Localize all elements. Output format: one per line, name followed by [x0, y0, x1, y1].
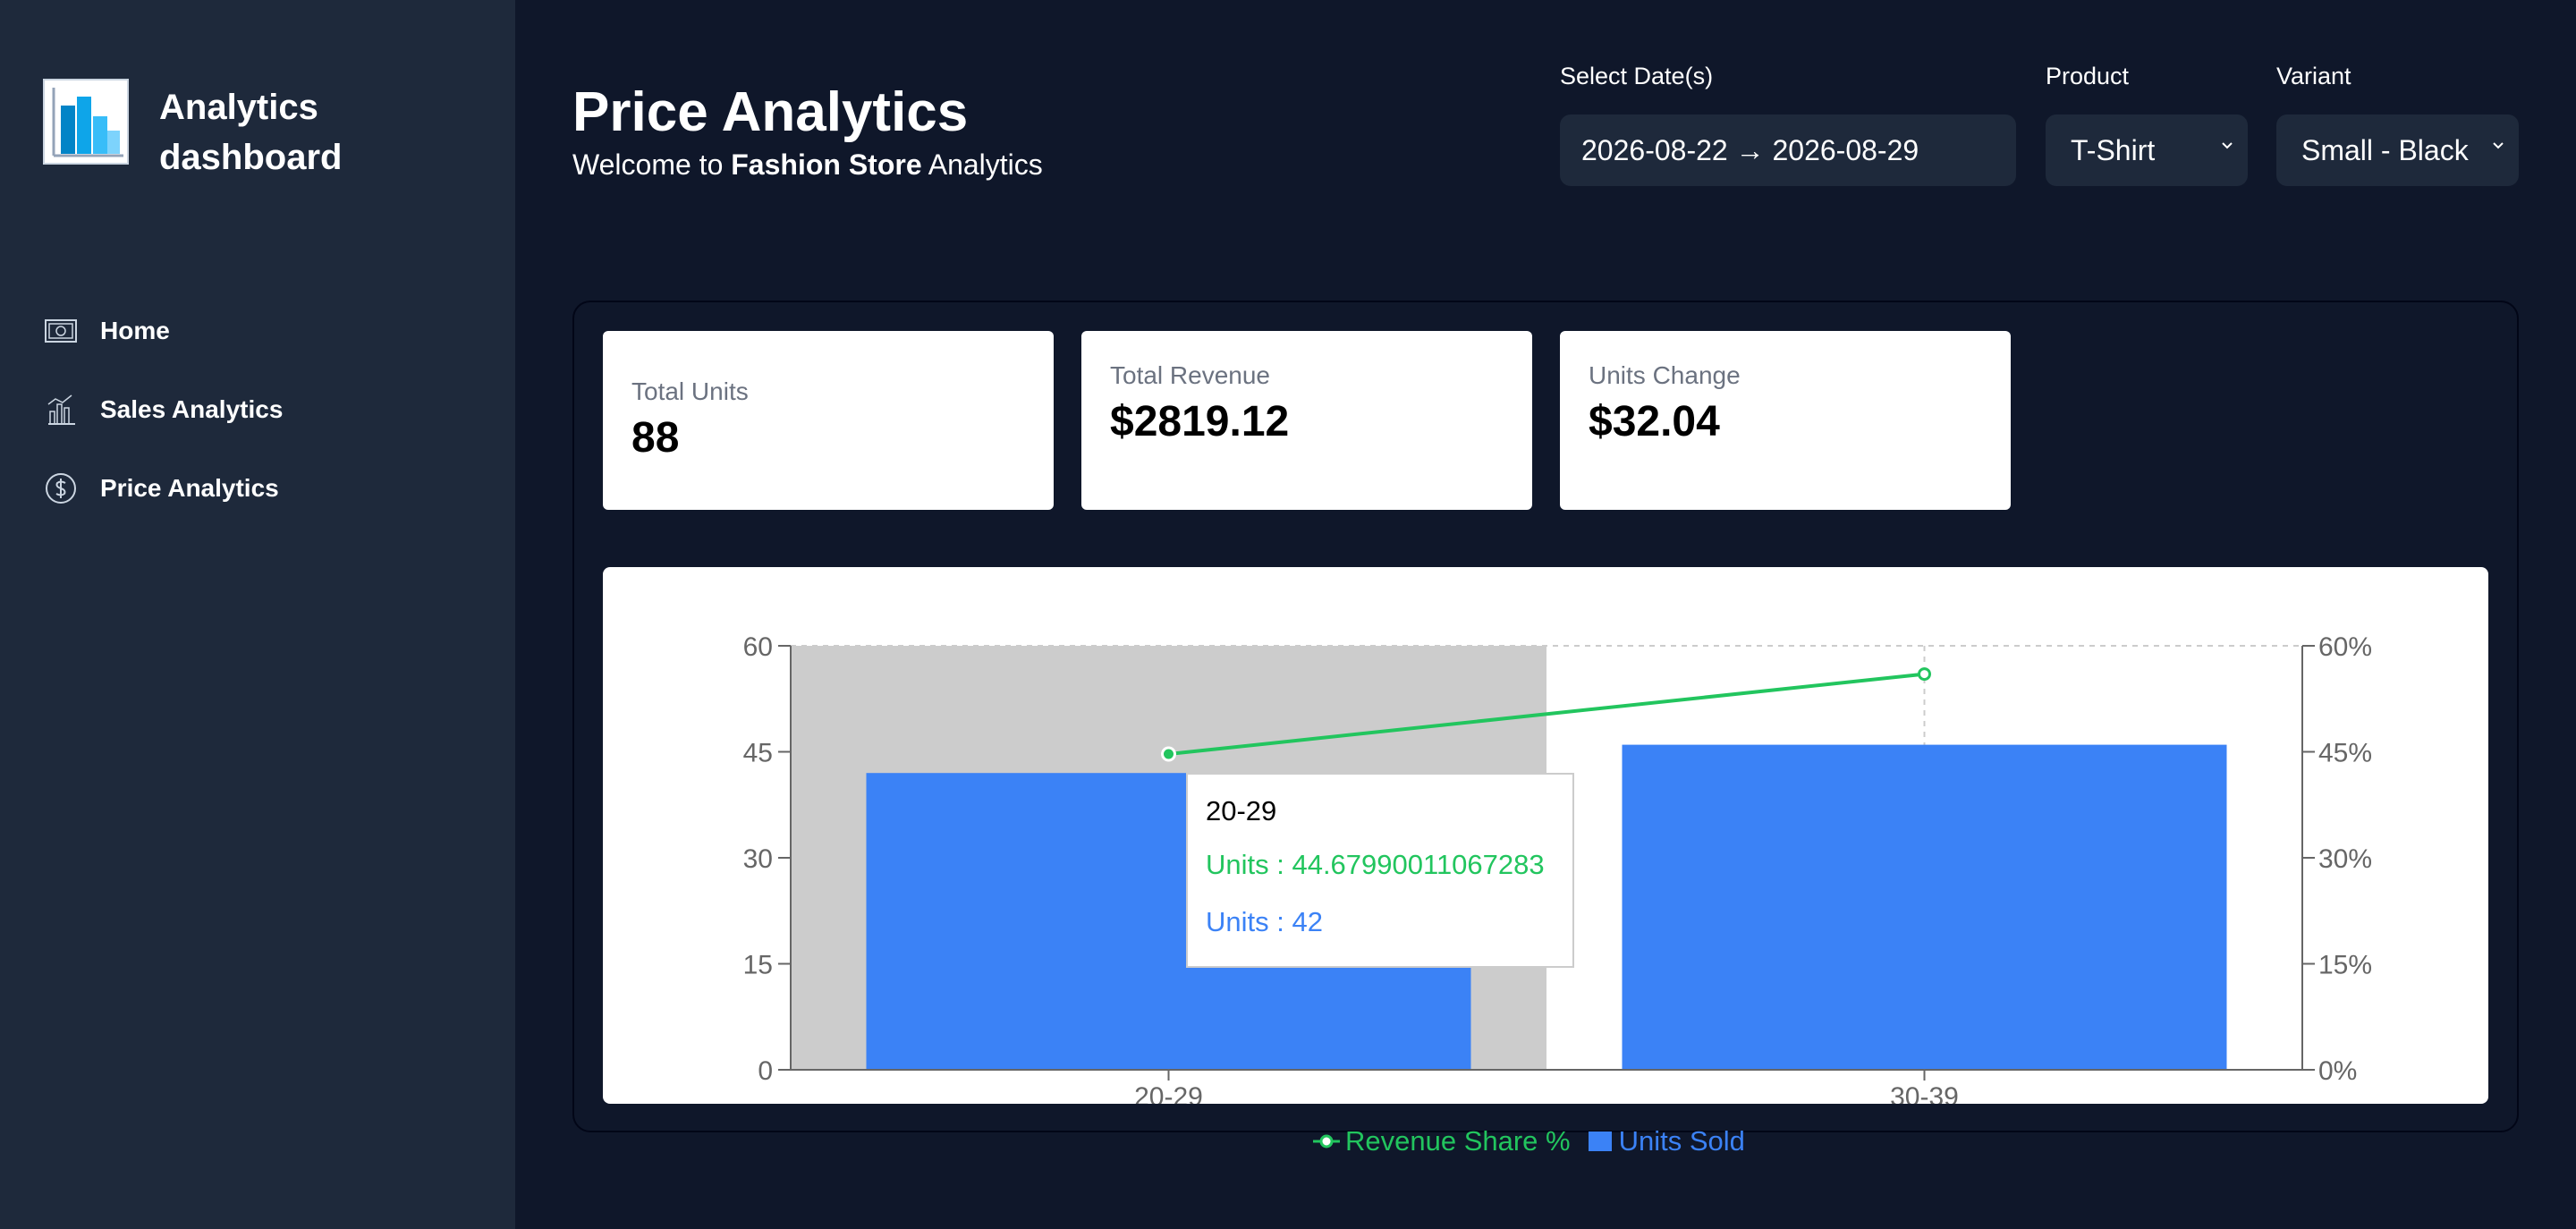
sidebar-item-price-analytics[interactable]: Price Analytics: [43, 469, 283, 508]
legend-item-revenue-share[interactable]: Revenue Share %: [1313, 1125, 1571, 1157]
y-tick-label-left: 15: [743, 951, 773, 980]
legend-label: Units Sold: [1618, 1125, 1745, 1157]
money-icon: [43, 313, 79, 349]
y-tick-label-right: 0%: [2318, 1056, 2357, 1086]
card-label: Total Revenue: [1110, 361, 1271, 389]
stat-card-units-change: Units Change $32.04: [1560, 331, 2011, 510]
tooltip-title: 20-29: [1206, 795, 1277, 826]
store-name: Fashion Store: [731, 148, 922, 181]
date-label: Select Date(s): [1560, 63, 1714, 89]
stat-card-total-revenue: Total Revenue $2819.12: [1081, 331, 1532, 510]
variant-select[interactable]: Small - Black: [2276, 114, 2519, 186]
y-tick-label-right: 15%: [2318, 951, 2372, 980]
date-range-value: 2026-08-22 → 2026-08-29: [1581, 133, 1919, 166]
y-tick-label-left: 45: [743, 739, 773, 768]
page-title: Price Analytics: [572, 81, 969, 143]
point-revenue-share: [1918, 667, 1931, 682]
sidebar-item-label: Home: [100, 317, 170, 344]
welcome-prefix: Welcome to: [572, 148, 724, 181]
square-marker-icon: [1588, 1132, 1612, 1151]
variant-label: Variant: [2276, 63, 2351, 89]
point-revenue-share: [1161, 746, 1176, 762]
x-tick-label: 30-39: [1890, 1082, 1959, 1104]
line-revenue-share: [1168, 672, 1925, 757]
product-select[interactable]: T-Shirt: [2046, 114, 2248, 186]
welcome-text: Welcome to Fashion Store Analytics: [572, 147, 1043, 182]
bar-chart-icon: [43, 392, 79, 428]
tooltip-units: Units : 42: [1206, 906, 1323, 937]
y-tick-label-left: 60: [743, 632, 773, 662]
card-value: $32.04: [1589, 398, 1720, 445]
chart-legend: Revenue Share % Units Sold: [1313, 1125, 1763, 1157]
sidebar-item-label: Sales Analytics: [100, 395, 284, 423]
bar-units-sold: [1622, 744, 2227, 1070]
sidebar-nav: Home Sales Analytics: [43, 311, 283, 547]
sidebar-item-sales-analytics[interactable]: Sales Analytics: [43, 390, 283, 429]
variant-value: Small - Black: [2301, 133, 2469, 166]
product-value: T-Shirt: [2071, 133, 2156, 166]
chart-tooltip: 20-29 Units : 44.67990011067283 Units : …: [1186, 773, 1574, 968]
card-label: Total Units: [631, 377, 749, 405]
legend-label: Revenue Share %: [1345, 1125, 1571, 1157]
line-marker-icon: [1313, 1134, 1340, 1148]
brand: Analytics dashboard: [43, 79, 374, 182]
card-value: $2819.12: [1110, 398, 1290, 445]
brand-logo-icon: [43, 79, 129, 165]
sidebar-item-home[interactable]: Home: [43, 311, 283, 351]
welcome-suffix: Analytics: [928, 148, 1043, 181]
sidebar: Analytics dashboard Home: [0, 0, 515, 1229]
x-tick-label: 20-29: [1134, 1082, 1203, 1104]
product-label: Product: [2046, 63, 2130, 89]
legend-item-units-sold[interactable]: Units Sold: [1588, 1125, 1745, 1157]
brand-title: Analytics dashboard: [159, 88, 343, 177]
stat-card-total-units: Total Units 88: [603, 331, 1054, 510]
sidebar-item-label: Price Analytics: [100, 474, 279, 502]
tooltip-revenue-share: Units : 44.67990011067283: [1206, 849, 1545, 880]
chevron-down-icon: [2222, 142, 2233, 149]
chevron-down-icon: [2493, 142, 2504, 149]
dollar-circle-icon: [43, 470, 79, 506]
y-tick-label-left: 0: [758, 1056, 773, 1086]
date-range-picker[interactable]: 2026-08-22 → 2026-08-29: [1560, 114, 2016, 186]
card-label: Units Change: [1589, 361, 1741, 389]
y-tick-label-left: 30: [743, 844, 773, 874]
y-tick-label-right: 30%: [2318, 844, 2372, 874]
card-value: 88: [631, 414, 680, 462]
y-tick-label-right: 60%: [2318, 632, 2372, 662]
y-tick-label-right: 45%: [2318, 739, 2372, 768]
